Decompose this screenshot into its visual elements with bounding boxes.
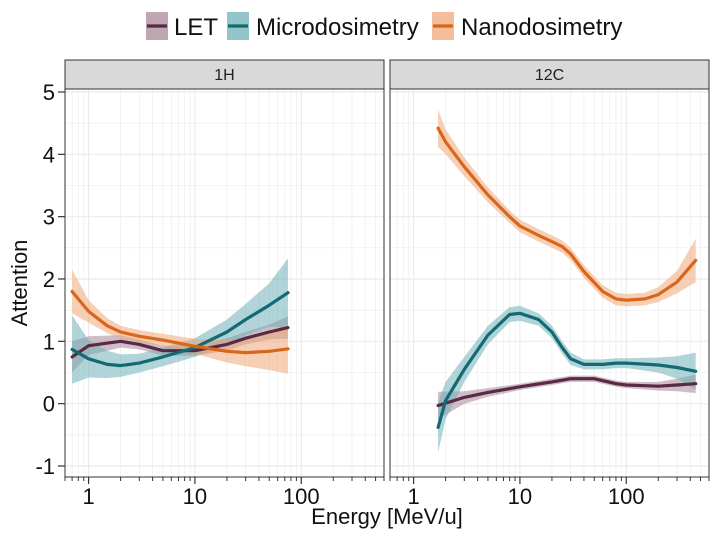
line-nanodosimetry — [70, 289, 290, 355]
panel-12c: 12C — [389, 59, 710, 478]
x-tick-label: 10 — [508, 484, 532, 509]
series-lines — [436, 126, 698, 429]
legend-label: LET — [174, 14, 218, 41]
legend-item-microdosimetry: Microdosimetry — [227, 12, 419, 41]
y-tick-label: 0 — [43, 392, 55, 417]
line-nanodosimetry — [436, 126, 698, 302]
panel-1h: 1H — [64, 59, 385, 478]
facet-strip-label: 1H — [214, 67, 234, 84]
y-tick-label: 3 — [43, 205, 55, 230]
y-tick-label: 4 — [43, 142, 55, 167]
x-tick-label: 1 — [407, 484, 419, 509]
y-tick-label: 5 — [43, 80, 55, 105]
legend-label: Microdosimetry — [256, 14, 419, 41]
line-microdosimetry — [436, 311, 698, 429]
x-minor-ticks — [64, 477, 385, 481]
y-tick-label: 1 — [43, 329, 55, 354]
x-minor-ticks — [389, 477, 710, 481]
facet-strip — [389, 59, 710, 90]
line-microdosimetry — [70, 291, 290, 368]
line-let — [436, 377, 698, 408]
y-tick-label: -1 — [35, 454, 55, 479]
legend: LET Microdosimetry Nanodosimetry — [146, 12, 622, 41]
legend-item-nanodosimetry: Nanodosimetry — [432, 12, 622, 41]
plot-background — [65, 89, 384, 477]
x-tick-label: 100 — [608, 484, 645, 509]
plot-background — [390, 89, 709, 477]
x-tick-label: 10 — [183, 484, 207, 509]
panel-border — [389, 88, 710, 478]
x-tick-label: 100 — [283, 484, 320, 509]
series-lines — [70, 289, 290, 368]
legend-item-let: LET — [146, 12, 218, 41]
x-axes: 1 10 100 1 10 100 — [64, 477, 710, 509]
x-tick-label: 1 — [82, 484, 94, 509]
x-axis-title: Energy [MeV/u] — [311, 504, 463, 529]
y-tick-label: 2 — [43, 267, 55, 292]
facet-strip — [64, 59, 385, 90]
y-axis-title: Attention — [7, 240, 32, 327]
panel-border — [64, 88, 385, 478]
ribbon-nanodosimetry — [72, 269, 288, 374]
legend-label: Nanodosimetry — [461, 14, 622, 41]
facet-strip-label: 12C — [535, 67, 564, 84]
y-axis: -1 0 1 2 3 4 5 — [35, 80, 65, 479]
